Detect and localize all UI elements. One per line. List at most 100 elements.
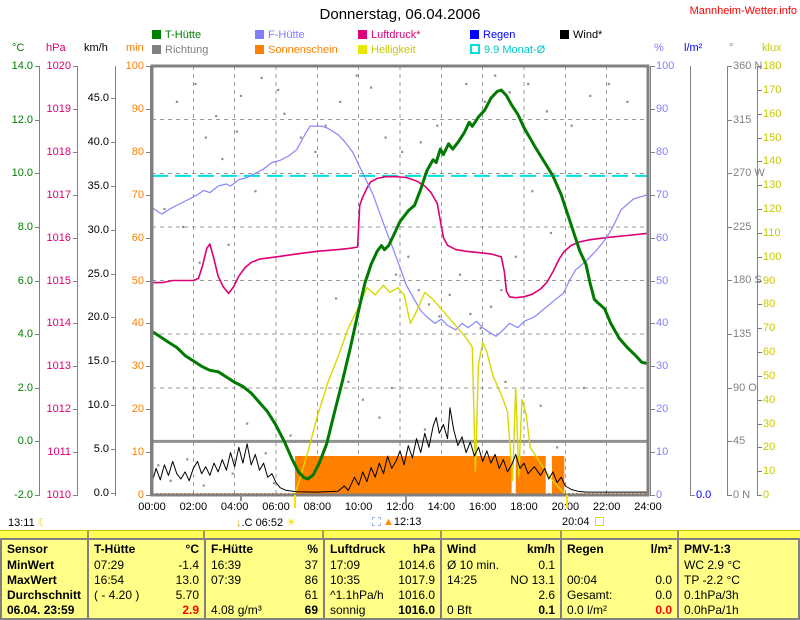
legend-item-sonnenschein: Sonnenschein (255, 44, 338, 57)
axis-wind-unit-label: km/h (84, 42, 108, 54)
direction-dot (202, 484, 205, 487)
direction-dot (607, 82, 610, 86)
cell-left: sonnig (330, 603, 366, 617)
axis-pressure-tick-label: 1020 (46, 60, 71, 72)
direction-dot (378, 416, 381, 419)
table-cell: 16:54 13.0 (87, 572, 204, 587)
direction-dot (215, 115, 218, 118)
axis-wind-tick-label: 5.0 (93, 443, 109, 455)
axis-brightness-tick (758, 257, 762, 258)
axis-humidity-tick-label: 100 (656, 60, 675, 72)
direction-dot (549, 231, 553, 235)
axis-humidity-tick (651, 366, 655, 367)
table-cell: 2.6 (440, 587, 560, 602)
table-cell: 4.08 g/m³ 69 (204, 602, 323, 618)
axis-sunminutes-tick (146, 366, 150, 367)
axis-brightness-tick-label: 110 (763, 227, 781, 239)
table-header-cell: PMV-1:3 (677, 540, 798, 557)
cell-right: 1014.6 (398, 557, 435, 572)
direction-dot (401, 150, 404, 153)
direction-dot (556, 446, 559, 449)
x-tick-label: 18:00 (510, 501, 538, 513)
x-tick-label: 16:00 (468, 501, 497, 513)
direction-dot (194, 82, 197, 86)
axis-pressure-tick (73, 152, 77, 153)
axis-sunminutes-tick-label: 100 (125, 60, 144, 72)
axis-brightness-tick (758, 424, 762, 425)
axis-direction-tick-label: 0 N (733, 489, 751, 501)
astro-marker: ↓.C 06:52 ☀ (236, 516, 296, 529)
x-tick-label: 14:00 (427, 501, 456, 513)
cell-right: 61 (304, 587, 318, 602)
axis-sunminutes-tick-label: 80 (131, 146, 144, 158)
table-cell: TP -2.2 °C (677, 572, 798, 587)
axis-sunminutes-tick (146, 495, 150, 496)
cell-right: 37 (304, 557, 318, 572)
cell-left: T-Hütte (94, 541, 136, 556)
cell-left: Gesamt: (567, 587, 613, 602)
axis-brightness-tick (758, 66, 762, 67)
axis-wind-tick (111, 317, 115, 318)
axis-humidity-tick (651, 66, 655, 67)
axis-wind-spine (115, 66, 116, 496)
table-cell: sonnig 1016.0 (323, 602, 440, 618)
legend-label: Wind* (573, 29, 603, 41)
axis-temp-tick-label: 14.0 (11, 60, 33, 72)
axis-pressure-spine (77, 66, 78, 496)
direction-dot (448, 293, 451, 296)
axis-brightness-tick-label: 40 (763, 394, 776, 406)
axis-brightness-tick (758, 495, 762, 496)
axis-direction-tick (728, 334, 732, 335)
cell-left: 14:25 (447, 572, 478, 587)
axis-wind-tick (111, 186, 115, 187)
axis-humidity-tick-label: 0 (656, 489, 663, 501)
direction-dot (370, 86, 373, 89)
table-cell: 00:04 0.0 (560, 572, 677, 587)
axis-sunminutes-tick (146, 281, 150, 282)
cell-left: 00:04 (567, 572, 598, 587)
axis-brightness-tick-label: 20 (763, 441, 776, 453)
direction-dot (339, 100, 342, 103)
table-cell: 16:39 37 (204, 557, 323, 572)
axis-temp-tick-label: 8.0 (17, 221, 33, 233)
series-t-h-tte (151, 88, 649, 481)
axis-temp-tick-label: -2.0 (14, 489, 33, 501)
solar-noon-icon (372, 517, 381, 526)
series-f-h-tte (151, 125, 649, 337)
below-axis-tick (294, 495, 296, 508)
direction-dot (264, 452, 267, 455)
axis-direction-tick (728, 227, 732, 228)
axis-pressure-tick-label: 1016 (46, 232, 71, 244)
direction-dot (163, 207, 166, 211)
direction-dot (394, 273, 398, 276)
axis-sunminutes-tick (146, 238, 150, 239)
axis-brightness-tick (758, 376, 762, 377)
direction-dot (494, 74, 497, 77)
table-header-cell: F-Hütte% (204, 540, 323, 557)
direction-dot (458, 273, 462, 276)
axis-brightness-tick-label: 130 (763, 179, 782, 191)
axis-pressure-tick-label: 1017 (46, 189, 71, 201)
direction-dot (390, 386, 393, 389)
axis-direction-tick (728, 441, 732, 442)
legend-label: Helligkeit (371, 44, 416, 56)
direction-dot (260, 76, 263, 80)
axis-pressure-tick (73, 195, 77, 196)
cell-left: 07:29 (94, 557, 125, 572)
brand-link[interactable]: Mannheim-Wetter.info (689, 5, 797, 17)
axis-brightness-tick-label: 80 (763, 298, 776, 310)
axis-brightness-tick (758, 471, 762, 472)
axis-pressure-tick (73, 323, 77, 324)
cell-right: 0.1 (538, 557, 555, 572)
axis-humidity-tick-label: 30 (656, 360, 669, 372)
axis-direction-spine (727, 66, 728, 496)
axis-sunminutes-tick-label: 0 (137, 489, 144, 501)
axis-temp-tick-label: 10.0 (11, 167, 33, 179)
axis-pressure-tick (73, 366, 77, 367)
axis-sunminutes-tick (146, 195, 150, 196)
axis-humidity-tick-label: 10 (656, 446, 669, 458)
axis-brightness-tick-label: 150 (763, 132, 782, 144)
axis-direction-tick-label: 270 W (733, 167, 765, 179)
axis-humidity-tick-label: 40 (656, 317, 669, 329)
cell-right: 1016.0 (398, 603, 435, 617)
